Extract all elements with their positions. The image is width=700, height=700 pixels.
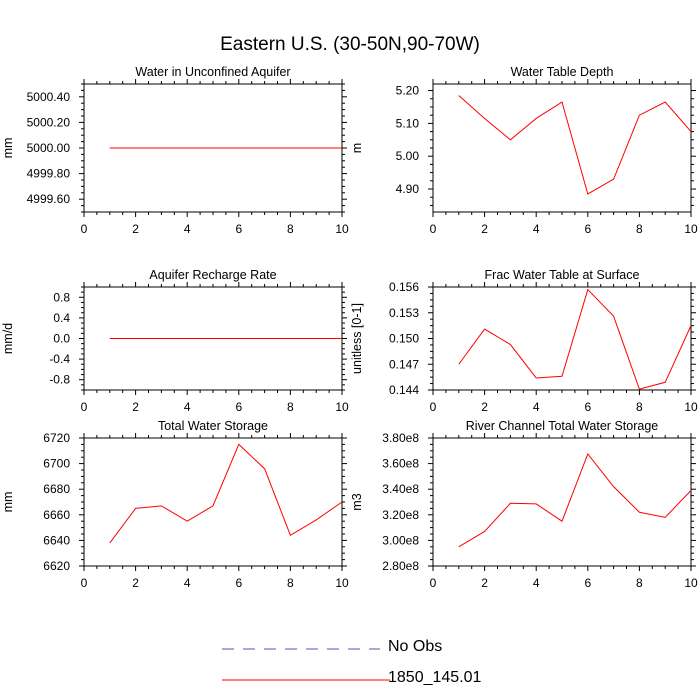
panel-6-ylabel: m3 (350, 493, 364, 510)
panel-5-title: Total Water Storage (158, 419, 268, 433)
panel-4-ytick-label: 0.150 (389, 332, 419, 346)
panel-1-xtick-label: 8 (287, 222, 294, 236)
legend-swatch-no-obs (222, 648, 380, 650)
panel-6-xtick-label: 8 (636, 576, 643, 590)
panel-2-ytick-label: 4.90 (396, 182, 420, 196)
panel-5-xtick-label: 10 (335, 576, 349, 590)
panel-5-frame (83, 437, 343, 567)
panel-4-ylabel: unitless [0-1] (350, 303, 364, 374)
panel-4-series-1850-145-01 (458, 288, 692, 390)
panel-4-ytick-label: 0.156 (389, 280, 419, 294)
panel-2-xtick-label: 6 (584, 222, 591, 236)
panel-1-ytick-label: 4999.60 (27, 192, 71, 206)
panel-5-ylabel: mm (1, 492, 15, 513)
panel-4-xtick-label: 0 (430, 400, 437, 414)
panel-5-ytick-label: 6640 (43, 533, 70, 547)
panel-3-ytick-label: 0.4 (53, 311, 70, 325)
legend-label-series: 1850_145.01 (388, 669, 482, 686)
panel-6-xtick-label: 4 (533, 576, 540, 590)
panel-2-ylabel: m (350, 143, 364, 153)
panel-3-xtick-label: 6 (235, 400, 242, 414)
panel-6-series-1850-145-01 (458, 453, 692, 548)
legend-label-no-obs: No Obs (388, 638, 443, 655)
panel-6-title: River Channel Total Water Storage (466, 419, 659, 433)
panel-3-ytick-label: -0.8 (49, 373, 70, 387)
panel-4-xtick-label: 4 (533, 400, 540, 414)
panel-5-xtick-label: 0 (81, 576, 88, 590)
panel-1-xtick-label: 4 (184, 222, 191, 236)
panel-6-ytick-label: 3.20e8 (382, 508, 419, 522)
panel-5-ytick-label: 6620 (43, 559, 70, 573)
panel-3-ytick-label: -0.4 (49, 352, 70, 366)
panel-1-xtick-label: 0 (81, 222, 88, 236)
panel-6-xtick-label: 10 (684, 576, 698, 590)
panel-1-ytick-label: 5000.40 (27, 90, 71, 104)
panel-6-ytick-label: 3.00e8 (382, 533, 419, 547)
panel-3-ylabel: mm/d (1, 323, 15, 354)
panel-6-ytick-label: 2.80e8 (382, 559, 419, 573)
panel-3-title: Aquifer Recharge Rate (149, 268, 276, 282)
panel-2-series-1850-145-01 (458, 95, 692, 195)
panel-3-xtick-label: 10 (335, 400, 349, 414)
panel-3-ytick-label: 0.8 (53, 290, 70, 304)
panel-6-xtick-label: 0 (430, 576, 437, 590)
panel-1-ytick-label: 5000.20 (27, 115, 71, 129)
panel-2-xtick-label: 2 (481, 222, 488, 236)
panel-2-title: Water Table Depth (511, 65, 614, 79)
panel-2-ytick-label: 5.20 (396, 84, 420, 98)
panel-4-ytick-label: 0.147 (389, 357, 419, 371)
panel-3-xtick-label: 2 (132, 400, 139, 414)
panel-5-ytick-label: 6660 (43, 508, 70, 522)
panel-3-xtick-label: 0 (81, 400, 88, 414)
panel-5-ytick-label: 6680 (43, 482, 70, 496)
panel-3-ytick-label: 0.0 (53, 332, 70, 346)
panel-1-xtick-label: 2 (132, 222, 139, 236)
panel-5-xtick-label: 8 (287, 576, 294, 590)
panel-4-xtick-label: 2 (481, 400, 488, 414)
panel-2-xtick-label: 4 (533, 222, 540, 236)
panel-4-ytick-label: 0.153 (389, 306, 419, 320)
panel-5-series-1850-145-01 (109, 443, 343, 544)
panel-5-xtick-label: 2 (132, 576, 139, 590)
panel-1-ytick-label: 5000.00 (27, 141, 71, 155)
panel-6-xtick-label: 2 (481, 576, 488, 590)
panel-2-ytick-label: 5.10 (396, 116, 420, 130)
panel-6-ytick-label: 3.40e8 (382, 482, 419, 496)
panel-1-xtick-label: 10 (335, 222, 349, 236)
panel-6-frame (432, 437, 692, 567)
legend-swatch-series (222, 679, 390, 681)
panel-5-ytick-label: 6700 (43, 457, 70, 471)
panel-1-ytick-label: 4999.80 (27, 167, 71, 181)
panel-6-xtick-label: 6 (584, 576, 591, 590)
panel-4-title: Frac Water Table at Surface (485, 268, 640, 282)
page-title: Eastern U.S. (30-50N,90-70W) (220, 34, 480, 55)
panel-5-ytick-label: 6720 (43, 431, 70, 445)
panel-5-xtick-label: 4 (184, 576, 191, 590)
panel-6-ytick-label: 3.60e8 (382, 457, 419, 471)
panel-4-xtick-label: 6 (584, 400, 591, 414)
panel-2-ytick-label: 5.00 (396, 149, 420, 163)
panel-2-xtick-label: 10 (684, 222, 698, 236)
panel-3-xtick-label: 4 (184, 400, 191, 414)
panel-2-xtick-label: 0 (430, 222, 437, 236)
panel-1-title: Water in Unconfined Aquifer (135, 65, 290, 79)
panel-6-ytick-label: 3.80e8 (382, 431, 419, 445)
panel-5-xtick-label: 6 (235, 576, 242, 590)
panel-2-xtick-label: 8 (636, 222, 643, 236)
panel-1-xtick-label: 6 (235, 222, 242, 236)
panel-1-ylabel: mm (1, 138, 15, 159)
panel-3-xtick-label: 8 (287, 400, 294, 414)
panel-4-xtick-label: 10 (684, 400, 698, 414)
panel-4-ytick-label: 0.144 (389, 383, 419, 397)
panel-4-xtick-label: 8 (636, 400, 643, 414)
